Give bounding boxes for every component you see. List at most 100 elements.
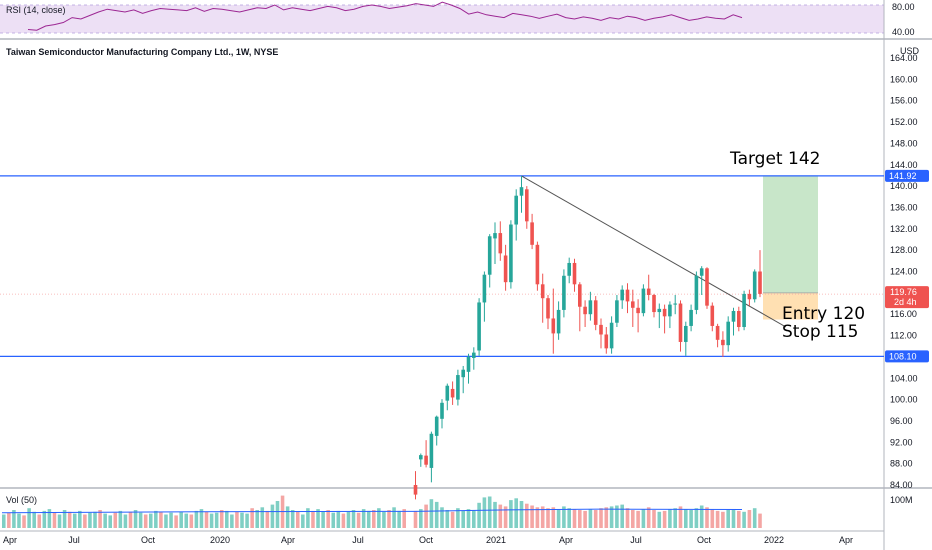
candle	[572, 258, 577, 292]
volume-bars	[2, 495, 762, 528]
trend-line[interactable]	[521, 175, 787, 328]
candle	[583, 300, 587, 328]
candle	[450, 381, 455, 405]
candle	[419, 453, 423, 467]
volume-bar	[440, 507, 444, 528]
volume-bar	[356, 512, 361, 528]
candle	[456, 369, 460, 406]
candle	[493, 222, 497, 265]
candle	[721, 331, 725, 357]
volume-bar	[245, 513, 249, 528]
volume-bar	[593, 510, 598, 528]
volume-bar	[567, 508, 571, 528]
candle	[731, 307, 736, 336]
candle	[726, 316, 730, 352]
volume-bar	[194, 510, 199, 528]
volume-bar	[662, 510, 667, 528]
candle	[429, 431, 434, 483]
candle	[466, 353, 471, 384]
volume-bar	[78, 510, 82, 528]
candle	[620, 285, 624, 309]
volume-bar	[265, 510, 270, 528]
volume-bar	[402, 509, 406, 528]
time-tick: Jul	[352, 535, 364, 545]
price-tick: 152.00	[890, 117, 918, 127]
volume-bar	[472, 510, 476, 528]
candle	[742, 290, 746, 331]
candle	[519, 175, 524, 213]
volume-bar	[169, 512, 173, 528]
volume-bar	[199, 509, 204, 528]
volume-bar	[377, 508, 381, 528]
rsi-tick-40: 40.00	[892, 27, 915, 37]
volume-bar	[514, 498, 518, 528]
volume-bar	[588, 509, 593, 528]
volume-bar	[250, 508, 254, 528]
price-tick: 136.00	[890, 202, 918, 212]
volume-bar	[301, 514, 305, 528]
volume-bar	[143, 514, 148, 528]
candle	[546, 294, 550, 330]
svg-text:2d 4h: 2d 4h	[894, 297, 917, 307]
candle	[588, 291, 593, 321]
volume-tick: 100M	[890, 495, 913, 505]
candle	[625, 283, 630, 314]
candle	[487, 234, 492, 288]
candle	[514, 189, 518, 241]
volume-bar	[482, 497, 487, 528]
volume-bar	[615, 505, 619, 528]
volume-bar	[133, 510, 138, 528]
volume-bar	[540, 506, 545, 528]
volume-bar	[646, 507, 651, 528]
volume-bar	[316, 509, 320, 528]
volume-bar	[636, 510, 640, 528]
price-tick: 124.00	[890, 267, 918, 277]
volume-bar	[731, 509, 736, 528]
candle	[551, 288, 556, 354]
chart-title: Taiwan Semiconductor Manufacturing Compa…	[6, 47, 278, 57]
volume-bar	[546, 508, 550, 528]
svg-text:141.92: 141.92	[889, 171, 917, 181]
volume-bar	[52, 512, 57, 528]
candle	[678, 300, 683, 352]
candle	[689, 304, 693, 332]
volume-bar	[209, 513, 214, 528]
currency-label: USD	[900, 46, 920, 56]
candle	[662, 304, 667, 334]
volume-bar	[424, 504, 428, 528]
volume-bar	[726, 510, 730, 528]
volume-bar	[747, 510, 752, 528]
price-tick: 104.00	[890, 373, 918, 383]
volume-label: Vol (50)	[6, 495, 37, 505]
volume-bar	[583, 510, 587, 528]
volume-bar	[413, 510, 418, 528]
volume-bar	[321, 511, 325, 528]
support-badge: 108.10	[885, 350, 929, 363]
volume-bar	[445, 510, 450, 528]
volume-bar	[295, 511, 300, 528]
volume-bar	[525, 503, 529, 528]
candle	[758, 250, 762, 298]
time-tick: Apr	[3, 535, 17, 545]
volume-bar	[382, 511, 386, 528]
volume-bar	[519, 501, 524, 528]
volume-bar	[88, 512, 92, 528]
volume-bar	[17, 513, 21, 528]
volume-bar	[372, 510, 376, 528]
candle	[482, 271, 487, 322]
volume-bar	[498, 504, 503, 528]
candle	[498, 221, 503, 261]
volume-bar	[684, 509, 688, 528]
volume-bar	[652, 510, 656, 528]
volume-bar	[108, 515, 112, 528]
volume-bar	[123, 514, 128, 528]
time-axis: Apr Jul Oct 2020 Apr Jul Oct 2021 Apr Jul Oct 2022 A…	[3, 535, 853, 545]
volume-bar	[83, 514, 87, 528]
volume-bar	[240, 512, 244, 528]
resistance-badge: 141.92	[885, 169, 929, 182]
target-zone	[763, 175, 818, 293]
price-tick: 96.00	[890, 416, 913, 426]
candle	[715, 323, 720, 348]
entry-annotation: Entry 120	[782, 304, 865, 324]
